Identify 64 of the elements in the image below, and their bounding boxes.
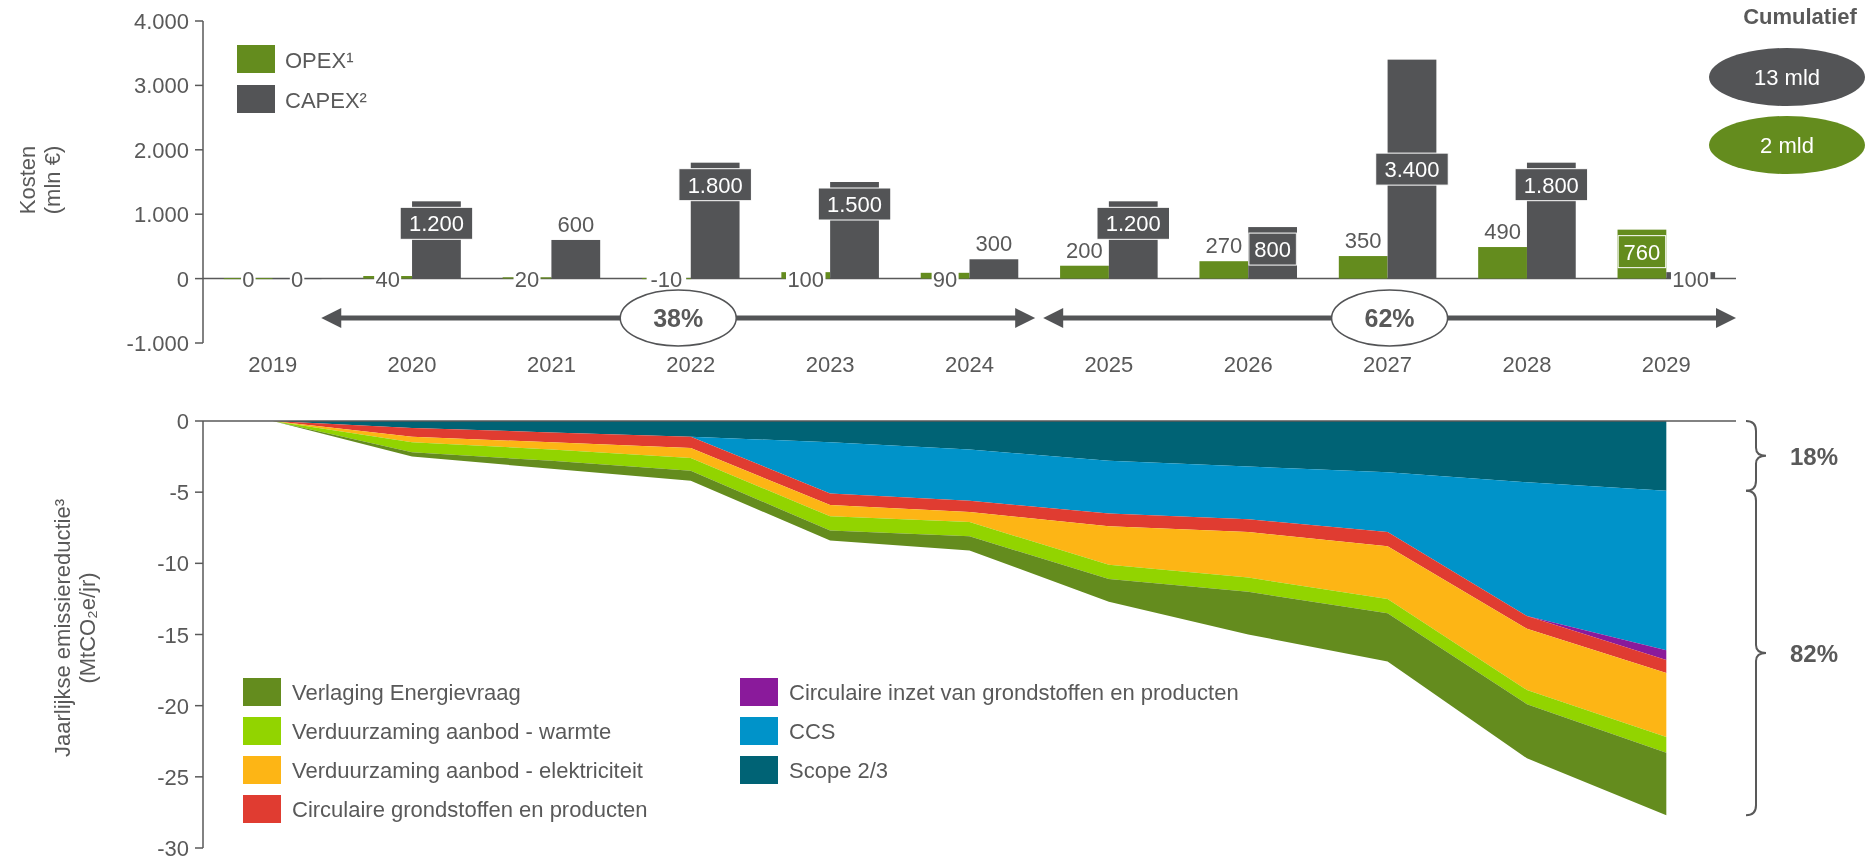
data-label: 100 [1672,266,1710,292]
y-tick-label: -1.000 [126,331,189,356]
x-tick-label: 2020 [387,352,437,377]
data-label: 1.500 [826,192,883,217]
y-axis-title: Kosten (mln €) [15,145,66,215]
text: 82% [1790,640,1839,667]
legend-label: Verduurzaming aanbod - elektriciteit [292,758,643,783]
x-tick-label: 2027 [1363,352,1413,377]
legend-label: Circulaire grondstoffen en producten [292,797,648,822]
annotation: 62% [1364,304,1415,332]
y-axis-title: Jaarlijkse emissiereductie³ (MtCO₂e/jr) [50,499,101,757]
y-tick-label: 0 [176,409,189,434]
data-label: -10 [650,266,683,292]
x-tick-label: 2023 [805,352,855,377]
data-label: 490 [1484,219,1521,245]
y-tick-label: -10 [157,551,189,577]
data-label: 1.800 [1523,172,1579,198]
data-label: 90 [932,266,958,292]
y-tick-label: -20 [157,693,189,719]
x-tick-label: 2021 [526,352,576,377]
data-label: 20 [514,266,540,292]
x-tick-label: 2028 [1502,352,1552,377]
y-tick-label: -30 [157,836,189,861]
y-tick-label: -15 [157,622,189,648]
text: 2 mld [1760,133,1814,158]
data-label: 40 [375,266,400,292]
y-tick-label: 1.000 [133,202,189,228]
x-tick-label: 2022 [666,352,716,377]
x-tick-label: 2029 [1641,352,1691,377]
legend-label: CCS [789,719,836,744]
legend-label: OPEX¹ [285,48,354,73]
data-label: 270 [1205,233,1243,259]
x-tick-label: 2024 [945,352,994,377]
data-label: 100 [787,266,825,292]
data-label: 1.800 [687,172,743,198]
data-label: 300 [975,231,1013,257]
y-tick-label: -5 [169,480,189,506]
legend-label: Circulaire inzet van grondstoffen en producten [789,680,1239,705]
legend-label: Verduurzaming aanbod - warmte [292,719,612,744]
text: 18% [1790,442,1839,470]
y-tick-label: 3.000 [133,73,189,99]
data-label: 0 [242,266,255,292]
text: 13 mld [1753,65,1821,90]
data-label: 760 [1623,239,1661,265]
data-label: 350 [1344,228,1382,254]
legend-label: CAPEX² [285,88,367,113]
data-label: 600 [557,211,595,237]
x-tick-label: 2019 [248,352,298,377]
text: Cumulatief [1743,4,1858,29]
x-tick-label: 2025 [1084,352,1134,377]
x-tick-label: 2026 [1223,352,1273,377]
data-label: 3.400 [1384,157,1440,183]
data-label: 800 [1254,237,1291,263]
y-tick-label: 4.000 [133,9,189,34]
annotation: 38% [653,304,704,332]
data-label: 0 [290,266,304,292]
data-label: 1.200 [408,211,464,237]
data-label: 1.200 [1105,211,1161,237]
y-tick-label: -25 [157,764,189,790]
legend-label: Verlaging Energievraag [292,680,521,705]
y-tick-label: 0 [176,266,189,292]
data-label: 200 [1066,237,1103,263]
y-tick-label: 2.000 [133,137,189,163]
legend-label: Scope 2/3 [789,758,889,783]
